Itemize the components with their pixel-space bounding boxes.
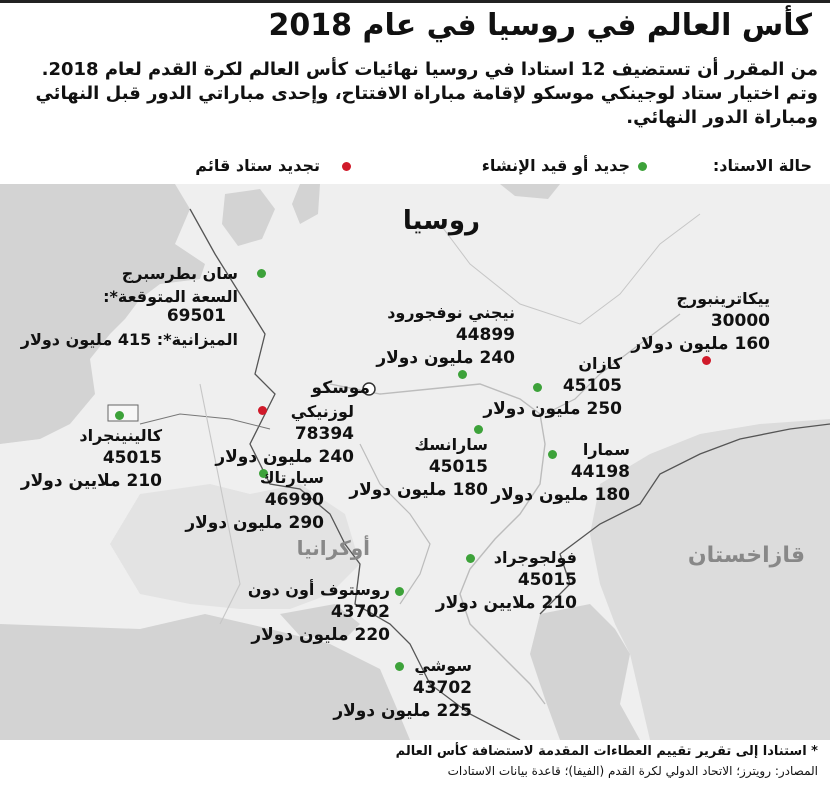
kaliningrad-budget: 210 ملايين دولار: [20, 471, 162, 491]
saransk-label: سارانسك 45015 180 مليون دولار: [349, 433, 488, 502]
saransk-name: سارانسك: [414, 435, 488, 454]
samara-label: سمارا 44198 180 مليون دولار: [491, 438, 630, 507]
legend-new-dot: [638, 162, 647, 171]
footnote: * استنادا إلى تقرير تقييم العطاءات المقد…: [395, 744, 818, 759]
north-river: [439, 213, 701, 325]
rostov-capacity: 43702: [330, 602, 390, 622]
yekaterinburg-dot: [702, 356, 711, 365]
ukraine-area: [110, 484, 360, 609]
kama-river: [544, 313, 681, 415]
stpetersburg-capacity-label: السعة المتوقعة*:: [103, 287, 238, 306]
border-kaz: [539, 423, 830, 615]
saransk-capacity: 45015: [428, 457, 488, 477]
kazan-capacity: 45105: [562, 376, 622, 396]
kaliningrad-label: كالينينجراد 45015 210 ملايين دولار: [21, 424, 162, 493]
nizhny-capacity: 44899: [455, 325, 515, 345]
nizhny-budget: 240 مليون دولار: [376, 348, 515, 368]
rostov-name: روستوف أون دون: [247, 580, 390, 599]
caspian-sea: [530, 604, 640, 740]
kaliningrad-name: كالينينجراد: [79, 426, 162, 445]
spartak-capacity: 46990: [264, 490, 324, 510]
stpetersburg-budget-label: الميزانية*:: [156, 330, 238, 349]
top-rule: [0, 0, 830, 3]
volgograd-dot: [466, 554, 475, 563]
kazakhstan-area: [590, 419, 830, 740]
border-belarus: [139, 413, 271, 430]
azov-sea: [280, 604, 360, 639]
kazan-dot: [533, 383, 542, 392]
yekaterinburg-name: ييكاترينبورج: [676, 289, 770, 308]
legend-label: حالة الاستاد:: [712, 156, 812, 175]
nizhny-label: نيجني نوفجورود 44899 240 مليون دولار: [376, 301, 515, 370]
base-map: [0, 184, 830, 740]
luzhniki-dot: [258, 406, 267, 415]
legend-new-label: جديد أو قيد الإنشاء: [481, 156, 630, 175]
sochi-name: سوشي: [414, 656, 472, 675]
spartak-label: سبارتاك 46990 290 مليون دولار: [185, 466, 324, 535]
nizhny-name: نيجني نوفجورود: [387, 303, 515, 322]
kazan-budget: 250 مليون دولار: [483, 399, 622, 419]
rostov-budget: 220 مليون دولار: [251, 625, 390, 645]
stpetersburg-name: سان بطرسبرج: [121, 264, 238, 283]
baltic-sea: [0, 184, 205, 444]
sochi-dot: [395, 662, 404, 671]
rostov-label: روستوف أون دون 43702 220 مليون دولار: [248, 578, 390, 647]
kaliningrad-dot: [115, 411, 124, 420]
yekaterinburg-label: ييكاترينبورج 30000 160 مليون دولار: [631, 287, 770, 356]
samara-capacity: 44198: [570, 462, 630, 482]
spartak-budget: 290 مليون دولار: [185, 513, 324, 533]
spartak-name: سبارتاك: [259, 468, 324, 487]
spartak-dot: [259, 469, 268, 478]
moscow-label: موسكو: [311, 378, 370, 398]
volga-river: [329, 383, 546, 705]
luzhniki-budget: 240 مليون دولار: [215, 447, 354, 467]
volgograd-capacity: 45015: [517, 570, 577, 590]
page-title: كأس العالم في روسيا في عام 2018: [268, 8, 812, 43]
kazakhstan-label: قازاخستان: [687, 543, 805, 568]
kazan-label: كازان 45105 250 مليون دولار: [483, 352, 622, 421]
volgograd-label: فولجوجراد 45015 210 ملايين دولار: [436, 546, 577, 615]
sochi-capacity: 43702: [412, 678, 472, 698]
ukraine-label: أوكرانيا: [296, 536, 370, 560]
yekaterinburg-budget: 160 مليون دولار: [631, 334, 770, 354]
stpetersburg-capacity: 69501: [166, 306, 226, 326]
stpetersburg-budget-value: 415 مليون دولار: [20, 330, 152, 349]
dnieper-river: [199, 383, 241, 625]
intro-text: من المقرر أن تستضيف 12 استادا في روسيا ن…: [35, 59, 818, 128]
luzhniki-name: لوزنيكي: [290, 402, 354, 421]
border-west: [189, 208, 521, 740]
russia-label: روسيا: [402, 206, 480, 236]
stpetersburg-label: سان بطرسبرج السعة المتوقعة*:: [103, 262, 238, 308]
saransk-dot: [474, 425, 483, 434]
samara-dot: [548, 450, 557, 459]
stpetersburg-dot: [257, 269, 266, 278]
volgograd-name: فولجوجراد: [493, 548, 577, 567]
moscow-capital-marker: [362, 382, 376, 396]
kaliningrad-capacity: 45015: [102, 448, 162, 468]
don-river: [359, 443, 431, 605]
samara-budget: 180 مليون دولار: [491, 485, 630, 505]
sources: المصادر: رويترز؛ الاتحاد الدولي لكرة الق…: [447, 764, 818, 778]
kazan-name: كازان: [578, 354, 622, 373]
sochi-budget: 225 مليون دولار: [333, 701, 472, 721]
legend-renovation-label: تجديد ستاد قائم: [195, 156, 320, 175]
stpetersburg-budget: الميزانية*: 415 مليون دولار: [21, 328, 238, 351]
luzhniki-label: لوزنيكي 78394 240 مليون دولار: [215, 400, 354, 469]
nizhny-dot: [458, 370, 467, 379]
luzhniki-capacity: 78394: [294, 424, 354, 444]
legend-renovation-dot: [342, 162, 351, 171]
yekaterinburg-capacity: 30000: [710, 311, 770, 331]
stpetersburg-budget-row: الميزانية*: 415 مليون دولار: [21, 328, 238, 351]
volgograd-budget: 210 ملايين دولار: [435, 593, 577, 613]
sochi-label: سوشي 43702 225 مليون دولار: [333, 654, 472, 723]
black-sea: [0, 614, 410, 740]
lake-onega: [292, 184, 320, 224]
saransk-budget: 180 مليون دولار: [349, 480, 488, 500]
white-sea: [500, 184, 560, 199]
lake-ladoga: [222, 189, 275, 246]
samara-name: سمارا: [582, 440, 630, 459]
rostov-dot: [395, 587, 404, 596]
